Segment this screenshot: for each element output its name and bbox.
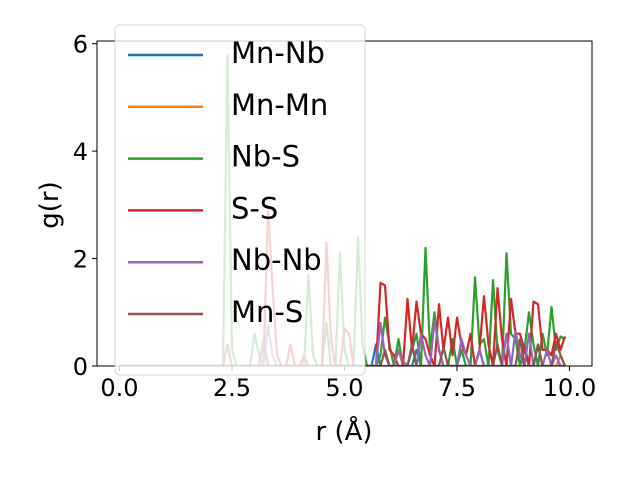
legend-label: S-S	[231, 191, 278, 225]
legend-label: Nb-Nb	[231, 243, 322, 277]
legend-label: Mn-Nb	[231, 36, 325, 70]
x-tick-label: 5.0	[325, 374, 363, 402]
x-tick-label: 7.5	[438, 374, 476, 402]
legend-label: Mn-S	[231, 295, 303, 329]
y-tick-label: 0	[73, 353, 88, 381]
y-axis-label: g(r)	[35, 181, 65, 228]
x-tick-label: 0.0	[100, 374, 138, 402]
y-tick-label: 4	[73, 138, 88, 166]
legend-label: Mn-Mn	[231, 88, 328, 122]
y-tick-label: 6	[73, 31, 88, 59]
x-axis-label: r (Å)	[315, 415, 372, 447]
x-tick-label: 10.0	[543, 374, 596, 402]
x-tick-label: 2.5	[213, 374, 251, 402]
legend-label: Nb-S	[231, 140, 300, 174]
y-tick-label: 2	[73, 246, 88, 274]
legend-box	[114, 24, 366, 376]
ticks: 0.0 2.5 5.0 7.5 10.0 0 2 4 6	[73, 31, 597, 402]
legend: Mn-Nb Mn-Mn Nb-S S-S Nb-Nb Mn-S	[114, 24, 366, 376]
